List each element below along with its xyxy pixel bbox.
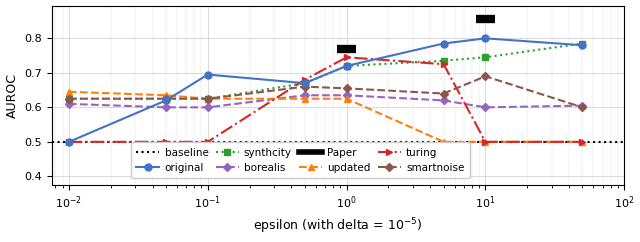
Y-axis label: AUROC: AUROC — [6, 73, 19, 118]
synthcity — [162, 97, 170, 100]
synthcity — [65, 97, 73, 100]
turing — [440, 63, 447, 66]
smartnoise — [65, 97, 73, 100]
smartnoise — [343, 87, 351, 90]
original — [579, 44, 586, 47]
turing — [481, 140, 489, 143]
turing — [343, 56, 351, 59]
smartnoise — [204, 97, 212, 100]
borealis — [343, 94, 351, 97]
borealis — [440, 99, 447, 102]
Line: borealis: borealis — [66, 92, 585, 110]
updated — [204, 97, 212, 100]
original — [65, 140, 73, 143]
borealis — [204, 106, 212, 109]
turing — [162, 140, 170, 143]
synthcity — [301, 82, 308, 85]
turing — [204, 140, 212, 143]
Line: updated: updated — [65, 88, 586, 145]
original — [301, 82, 308, 85]
updated — [162, 94, 170, 97]
smartnoise — [579, 106, 586, 109]
original — [343, 64, 351, 67]
updated — [301, 97, 308, 100]
updated — [440, 140, 447, 143]
synthcity — [440, 59, 447, 62]
original — [440, 42, 447, 45]
borealis — [481, 106, 489, 109]
smartnoise — [162, 97, 170, 100]
X-axis label: epsilon (with delta = $10^{-5}$): epsilon (with delta = $10^{-5}$) — [253, 217, 422, 236]
turing — [301, 78, 308, 81]
borealis — [579, 104, 586, 107]
Line: smartnoise: smartnoise — [66, 74, 585, 110]
original — [204, 73, 212, 76]
borealis — [162, 106, 170, 109]
synthcity — [481, 56, 489, 59]
Line: synthcity: synthcity — [65, 40, 586, 102]
borealis — [65, 102, 73, 105]
original — [481, 37, 489, 40]
Line: original: original — [65, 35, 586, 145]
updated — [579, 140, 586, 143]
original — [162, 99, 170, 102]
synthcity — [204, 97, 212, 100]
Line: turing: turing — [65, 54, 586, 145]
turing — [65, 140, 73, 143]
updated — [343, 97, 351, 100]
borealis — [301, 94, 308, 97]
updated — [481, 140, 489, 143]
Legend: baseline, original, synthcity, borealis, Paper, updated, turing, smartnoise: baseline, original, synthcity, borealis,… — [131, 142, 470, 178]
synthcity — [343, 64, 351, 67]
smartnoise — [440, 92, 447, 95]
synthcity — [579, 42, 586, 45]
smartnoise — [481, 75, 489, 78]
updated — [65, 90, 73, 93]
smartnoise — [301, 85, 308, 88]
turing — [579, 140, 586, 143]
